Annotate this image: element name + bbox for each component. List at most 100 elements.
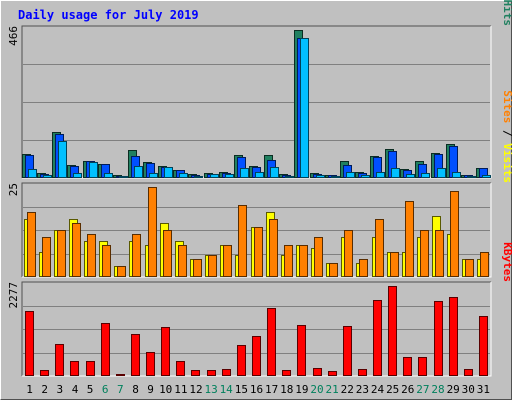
chart-panel-3: 2277 KBytes [7, 242, 512, 377]
bar-kbytes-day-7 [116, 374, 125, 376]
x-tick-label: 27 [416, 383, 429, 396]
bar-sites-day-24 [375, 219, 384, 277]
bar-pages-day-2 [43, 175, 52, 178]
bar-pages-day-29 [452, 172, 461, 178]
bar-kbytes-day-11 [176, 361, 185, 376]
bar-pages-day-12 [194, 176, 203, 178]
chart-title: Daily usage for July 2019 [18, 8, 199, 22]
bar-sites-day-14 [223, 245, 232, 277]
bar-sites-day-3 [57, 230, 66, 277]
x-tick-label: 11 [174, 383, 187, 396]
bar-pages-day-6 [104, 173, 113, 178]
panel-edge-dark [21, 25, 491, 178]
x-tick-label: 17 [265, 383, 278, 396]
chart-panel-1: 466 Pages / Files / Hits [7, 0, 512, 179]
bar-pages-day-3 [58, 141, 67, 178]
bar-sites-day-29 [450, 191, 459, 277]
x-tick-label: 1 [26, 383, 33, 396]
bar-pages-day-7 [119, 176, 128, 178]
bar-sites-day-23 [359, 259, 368, 277]
bar-pages-day-15 [240, 168, 249, 178]
bar-kbytes-day-24 [373, 300, 382, 376]
bar-sites-day-21 [329, 263, 338, 277]
bar-sites-day-15 [238, 205, 247, 277]
x-tick-label: 24 [371, 383, 385, 396]
bar-kbytes-day-13 [207, 370, 216, 376]
bar-sites-day-17 [269, 219, 278, 277]
legend-entry: Visits [501, 143, 512, 183]
x-tick-label: 21 [325, 383, 338, 396]
bar-pages-day-11 [179, 173, 188, 178]
bar-kbytes-day-4 [70, 361, 79, 376]
bar-sites-day-6 [102, 245, 111, 277]
bar-kbytes-day-12 [191, 370, 200, 376]
x-tick-label: 13 [204, 383, 217, 396]
x-tick-label: 20 [310, 383, 323, 396]
bar-kbytes-day-15 [237, 345, 246, 376]
x-tick-label: 16 [250, 383, 263, 396]
bar-sites-day-28 [435, 230, 444, 277]
bar-pages-day-9 [149, 173, 158, 178]
bar-kbytes-day-2 [40, 370, 49, 376]
bar-sites-day-25 [390, 252, 399, 277]
bar-sites-day-12 [193, 259, 202, 277]
bar-kbytes-day-29 [449, 297, 458, 376]
bar-sites-day-27 [420, 230, 429, 277]
bar-kbytes-day-22 [343, 326, 352, 376]
bar-kbytes-day-8 [131, 334, 140, 376]
bar-pages-day-28 [437, 168, 446, 178]
x-tick-label: 30 [462, 383, 475, 396]
bar-kbytes-day-9 [146, 352, 155, 376]
bar-sites-day-19 [299, 245, 308, 277]
bar-pages-day-20 [316, 175, 325, 178]
bar-pages-day-1 [28, 169, 37, 178]
bar-kbytes-day-27 [418, 357, 427, 376]
bar-kbytes-day-5 [86, 361, 95, 376]
panel-legend: Sites / Visits [501, 90, 512, 183]
chart-panel-2: 25 Sites / Visits [7, 90, 512, 278]
bar-pages-day-5 [89, 162, 98, 178]
legend-entry: KBytes [501, 242, 512, 282]
legend-entry: Sites [501, 90, 512, 123]
bar-pages-day-16 [255, 172, 264, 178]
y-max-label: 466 [7, 26, 20, 46]
x-tick-label: 29 [447, 383, 460, 396]
bar-kbytes-day-17 [267, 308, 276, 376]
bar-kbytes-day-30 [464, 369, 473, 376]
bar-kbytes-day-26 [403, 357, 412, 376]
bar-pages-day-19 [300, 38, 309, 178]
bar-kbytes-day-23 [358, 369, 367, 376]
panel-legend: Pages / Files / Hits [501, 0, 512, 26]
x-tick-label: 14 [220, 383, 234, 396]
x-tick-label: 4 [72, 383, 79, 396]
bar-sites-day-13 [208, 255, 217, 277]
bar-kbytes-day-28 [434, 301, 443, 376]
bar-pages-day-31 [482, 175, 491, 178]
bar-kbytes-day-10 [161, 327, 170, 376]
bar-sites-day-16 [254, 227, 263, 277]
x-tick-label: 10 [159, 383, 172, 396]
bar-sites-day-11 [178, 245, 187, 277]
bar-sites-day-8 [132, 234, 141, 277]
x-tick-label: 25 [386, 383, 399, 396]
bar-kbytes-day-21 [328, 371, 337, 376]
x-tick-label: 7 [117, 383, 124, 396]
bar-sites-day-7 [117, 266, 126, 277]
bar-sites-day-5 [87, 234, 96, 277]
x-tick-label: 9 [147, 383, 154, 396]
bar-pages-day-26 [406, 174, 415, 178]
bar-pages-day-24 [376, 172, 385, 178]
bar-kbytes-day-18 [282, 370, 291, 376]
bar-sites-day-22 [344, 230, 353, 277]
bar-pages-day-13 [210, 174, 219, 178]
x-tick-label: 23 [356, 383, 369, 396]
bar-pages-day-27 [421, 173, 430, 178]
bar-pages-day-17 [270, 167, 279, 178]
x-tick-label: 12 [189, 383, 202, 396]
y-max-label: 25 [7, 183, 20, 196]
bar-kbytes-day-19 [297, 325, 306, 376]
bar-pages-day-18 [285, 176, 294, 178]
bar-pages-day-23 [361, 175, 370, 178]
